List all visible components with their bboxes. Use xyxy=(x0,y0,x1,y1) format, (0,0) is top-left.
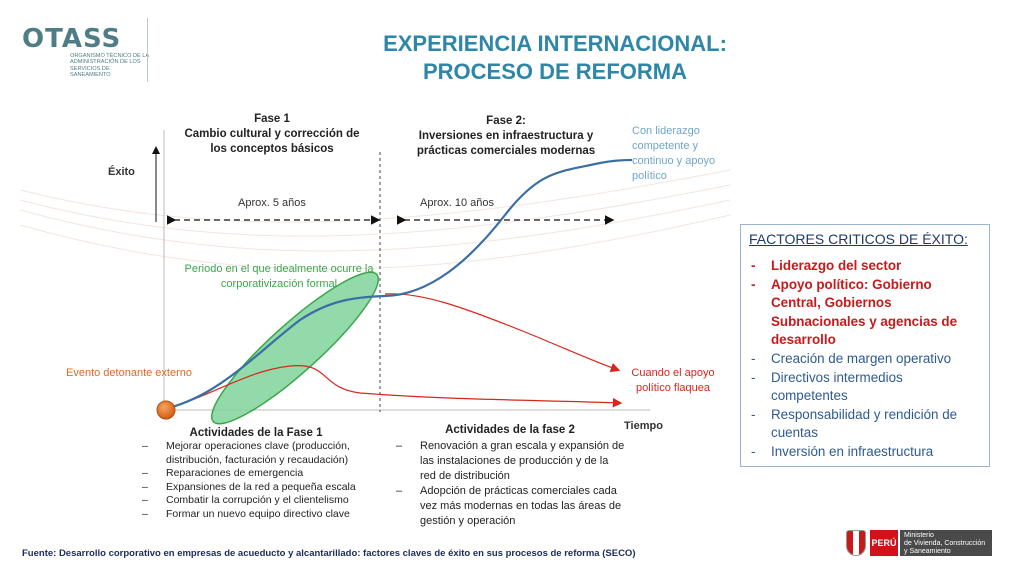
list-item: Adopción de prácticas comerciales cada v… xyxy=(394,484,626,529)
logo-divider xyxy=(147,18,148,82)
factors-list: Liderazgo del sector Apoyo político: Gob… xyxy=(749,257,981,462)
list-item: Formar un nuevo equipo directivo clave xyxy=(140,508,372,522)
phase1-duration-label: Aprox. 5 años xyxy=(238,197,306,209)
factor-item: Responsabilidad y rendición de cuentas xyxy=(749,406,981,443)
peru-label: PERÚ xyxy=(870,530,898,556)
activities-phase2: Actividades de la fase 2 Renovación a gr… xyxy=(394,424,626,529)
corporatization-note-1: Periodo en el que idealmente ocurre la xyxy=(184,263,374,275)
leadership-note-2: competente y xyxy=(632,140,699,152)
title-line-2: PROCESO DE REFORMA xyxy=(422,59,688,84)
decline-curve-phase1 xyxy=(191,365,623,408)
corporatization-note: Periodo en el que idealmente ocurre la c… xyxy=(174,262,384,292)
factor-item: Liderazgo del sector xyxy=(749,257,981,276)
phase1-description-1: Cambio cultural y corrección de xyxy=(184,128,360,140)
phase1-description-2: los conceptos básicos xyxy=(210,143,334,155)
list-item: Combatir la corrupción y el clientelismo xyxy=(140,494,372,508)
decline-curve-phase2 xyxy=(384,293,621,373)
support-weakens-1: Cuando el apoyo xyxy=(631,367,715,379)
support-weakens-2: político flaquea xyxy=(636,382,710,394)
list-item: distribución, facturación y recaudación) xyxy=(166,453,349,466)
phase2-description-2: prácticas comerciales modernas xyxy=(416,145,596,157)
factor-item: Directivos intermedios competentes xyxy=(749,369,981,406)
x-axis-label: Tiempo xyxy=(624,420,663,432)
list-item: Mejorar operaciones clave (producción, xyxy=(140,440,372,454)
otass-logo-subtitle: Organismo Técnico de la Administración d… xyxy=(70,53,149,79)
trigger-event-label: Evento detonante externo xyxy=(66,367,192,379)
phase2-heading: Fase 2: xyxy=(486,115,526,127)
list-item: Expansiones de la red a pequeña escala xyxy=(140,481,372,495)
ministry-line-3: y Saneamiento xyxy=(904,548,951,555)
corporatization-note-2: corporativización formal xyxy=(220,278,338,290)
activities-phase1-title: Actividades de la Fase 1 xyxy=(189,427,323,439)
activities-phase2-list: Renovación a gran escala y expansión de … xyxy=(394,439,626,529)
list-item: Reparaciones de emergencia xyxy=(140,467,372,481)
activities-phase1: Actividades de la Fase 1 Mejorar operaci… xyxy=(140,427,372,522)
phase1-heading: Fase 1 xyxy=(254,113,290,125)
factor-item: Creación de margen operativo xyxy=(749,350,981,369)
trigger-event-dot xyxy=(156,400,176,420)
success-curve xyxy=(167,158,633,410)
leadership-note-4: político xyxy=(632,170,667,182)
title-line-1: EXPERIENCIA INTERNACIONAL: xyxy=(383,31,727,56)
ministry-line-1: Ministerio xyxy=(904,532,934,539)
support-weakens-note: Cuando el apoyo político flaquea xyxy=(620,366,726,396)
factors-title: FACTORES CRITICOS DE ÉXITO: xyxy=(749,231,968,247)
list-item: Renovación a gran escala y expansión de … xyxy=(394,439,626,484)
leadership-note-3: continuo y apoyo xyxy=(632,155,716,167)
otass-logo: OTASS xyxy=(22,24,122,54)
slide-title: EXPERIENCIA INTERNACIONAL: PROCESO DE RE… xyxy=(330,30,780,86)
activities-phase2-title: Actividades de la fase 2 xyxy=(445,424,575,436)
source-footnote: Fuente: Desarrollo corporativo en empres… xyxy=(22,548,636,559)
factor-item: Apoyo político: Gobierno Central, Gobier… xyxy=(749,276,981,350)
phase1-label: Fase 1 Cambio cultural y corrección de l… xyxy=(172,112,372,157)
ministry-logo: Ministerio de Vivienda, Construcción y S… xyxy=(900,530,992,556)
y-axis-label: Éxito xyxy=(108,166,135,178)
leadership-note: Con liderazgo competente y continuo y ap… xyxy=(632,124,732,184)
corporatization-ellipse xyxy=(210,271,380,425)
phase2-label: Fase 2: Inversiones en infraestructura y… xyxy=(398,114,614,159)
factor-item: Inversión en infraestructura xyxy=(749,443,981,462)
phase2-description-1: Inversiones en infraestructura y xyxy=(418,130,594,142)
phase2-duration-label: Aprox. 10 años xyxy=(420,197,494,209)
ministry-line-2: de Vivienda, Construcción xyxy=(904,540,986,547)
activities-phase1-list: Mejorar operaciones clave (producción, d… xyxy=(140,440,372,522)
peru-shield-icon xyxy=(846,530,866,556)
leadership-note-1: Con liderazgo xyxy=(632,125,700,137)
critical-success-factors-box: FACTORES CRITICOS DE ÉXITO: Liderazgo de… xyxy=(740,224,990,467)
